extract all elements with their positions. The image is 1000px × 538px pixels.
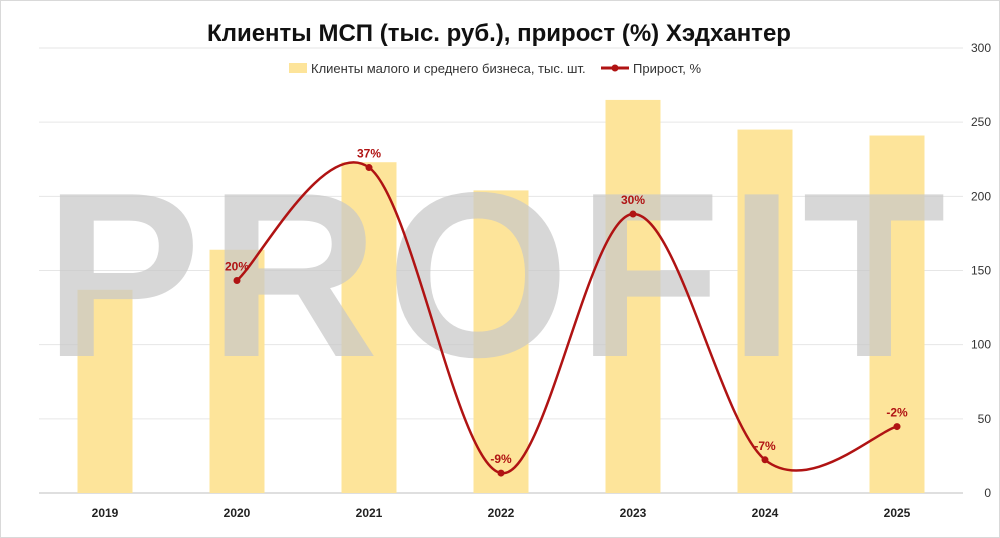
x-axis-ticks: 2019 2020 2021 2022 2023 2024 2025: [92, 506, 911, 520]
bar: [473, 190, 529, 493]
bar: [209, 249, 265, 493]
x-tick-label: 2021: [356, 506, 383, 520]
legend: Клиенты малого и среднего бизнеса, тыс. …: [289, 61, 702, 76]
bar: [869, 135, 925, 493]
chart-title: Клиенты МСП (тыс. руб.), прирост (%) Хэд…: [207, 20, 791, 47]
growth-point: [365, 164, 373, 172]
y-tick-label: 250: [971, 115, 991, 129]
legend-label-line: Прирост, %: [633, 61, 702, 76]
x-tick-label: 2023: [620, 506, 647, 520]
y-tick-label: 50: [978, 412, 992, 426]
growth-point: [893, 423, 901, 431]
growth-data-label: -9%: [490, 452, 512, 466]
growth-data-label: 20%: [225, 259, 249, 273]
x-tick-label: 2019: [92, 506, 119, 520]
growth-point: [629, 210, 637, 218]
x-tick-label: 2022: [488, 506, 515, 520]
growth-point: [233, 276, 241, 284]
y-tick-label: 200: [971, 189, 991, 203]
watermark-text: PROFIT: [44, 143, 954, 406]
bar: [737, 129, 793, 494]
bar: [77, 289, 133, 493]
growth-point: [497, 469, 505, 477]
bars: [77, 99, 925, 494]
legend-label-bar: Клиенты малого и среднего бизнеса, тыс. …: [311, 61, 586, 76]
y-tick-label: 150: [971, 264, 991, 278]
y-axis-ticks: 0 50 100 150 200 250 300: [971, 41, 991, 500]
growth-data-label: -7%: [754, 439, 776, 453]
bar: [605, 99, 661, 494]
x-tick-label: 2025: [884, 506, 911, 520]
bar: [341, 162, 397, 493]
growth-data-label: 37%: [357, 147, 381, 161]
x-tick-label: 2020: [224, 506, 251, 520]
legend-swatch-marker: [611, 64, 619, 72]
growth-line: 20% 37% -9% 30% -7% -2%: [225, 147, 908, 477]
legend-swatch-bar: [289, 63, 307, 73]
x-tick-label: 2024: [752, 506, 779, 520]
growth-data-label: -2%: [886, 406, 908, 420]
y-tick-label: 100: [971, 338, 991, 352]
growth-point: [761, 456, 769, 464]
growth-data-label: 30%: [621, 193, 645, 207]
y-tick-label: 300: [971, 41, 991, 55]
y-tick-label: 0: [984, 486, 991, 500]
